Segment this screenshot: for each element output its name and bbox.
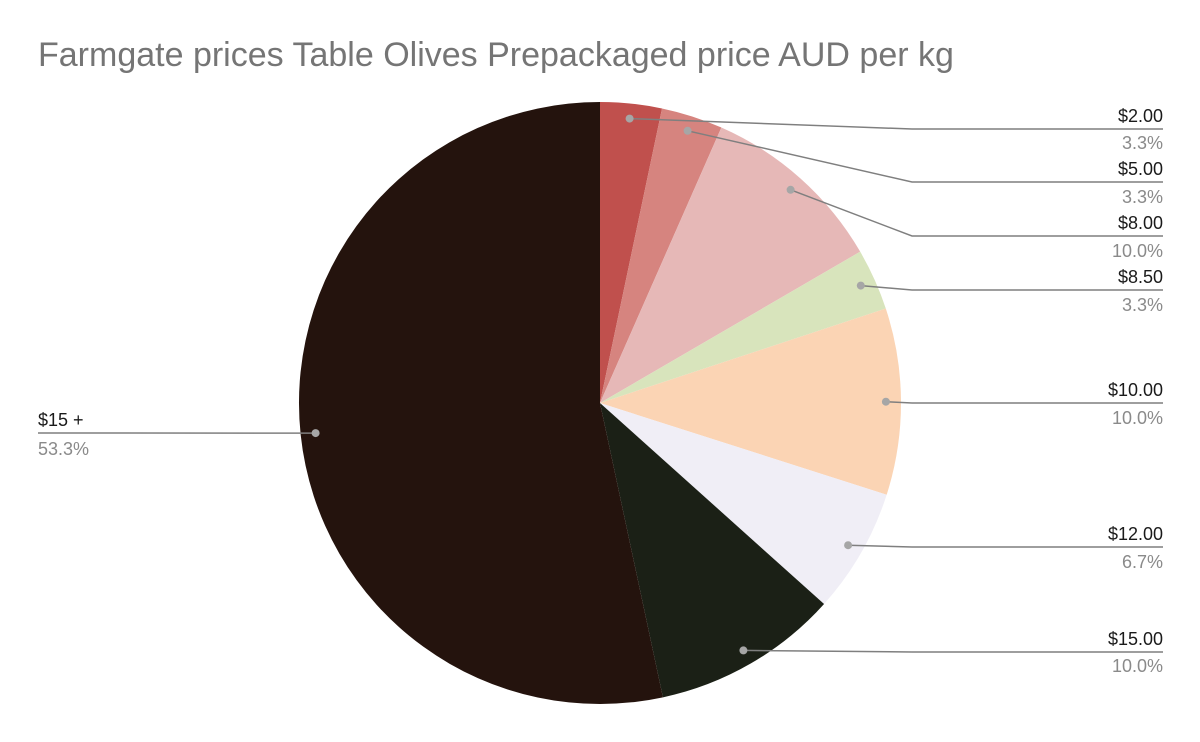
- slice-label-12-00: $12.00: [1108, 524, 1163, 544]
- leader-dot-2-00: [626, 115, 634, 123]
- slice-label-10-00: $10.00: [1108, 380, 1163, 400]
- leader-dot-15-00: [739, 646, 747, 654]
- leader-line-15-00: [743, 650, 1163, 652]
- slice-label-2-00: $2.00: [1118, 106, 1163, 126]
- leader-dot-15: [312, 429, 320, 437]
- leader-line-8-00: [791, 190, 1163, 236]
- slice-percent-8-00: 10.0%: [1112, 241, 1163, 261]
- slice-label-8-00: $8.00: [1118, 213, 1163, 233]
- leader-line-10-00: [886, 402, 1163, 403]
- slice-label-15-00: $15.00: [1108, 629, 1163, 649]
- slice-label-15: $15 +: [38, 410, 84, 430]
- leader-dot-12-00: [844, 541, 852, 549]
- slice-percent-2-00: 3.3%: [1122, 133, 1163, 153]
- slice-percent-15-00: 10.0%: [1112, 656, 1163, 676]
- slice-label-5-00: $5.00: [1118, 159, 1163, 179]
- slice-label-8-50: $8.50: [1118, 267, 1163, 287]
- slice-percent-15: 53.3%: [38, 439, 89, 459]
- slice-percent-10-00: 10.0%: [1112, 408, 1163, 428]
- leader-dot-8-00: [787, 186, 795, 194]
- leader-line-12-00: [848, 545, 1163, 547]
- leader-dot-5-00: [684, 127, 692, 135]
- slice-percent-5-00: 3.3%: [1122, 187, 1163, 207]
- leader-dot-8-50: [857, 282, 865, 290]
- pie-slices: [299, 102, 901, 704]
- slice-percent-12-00: 6.7%: [1122, 552, 1163, 572]
- slice-percent-8-50: 3.3%: [1122, 295, 1163, 315]
- leader-dot-10-00: [882, 398, 890, 406]
